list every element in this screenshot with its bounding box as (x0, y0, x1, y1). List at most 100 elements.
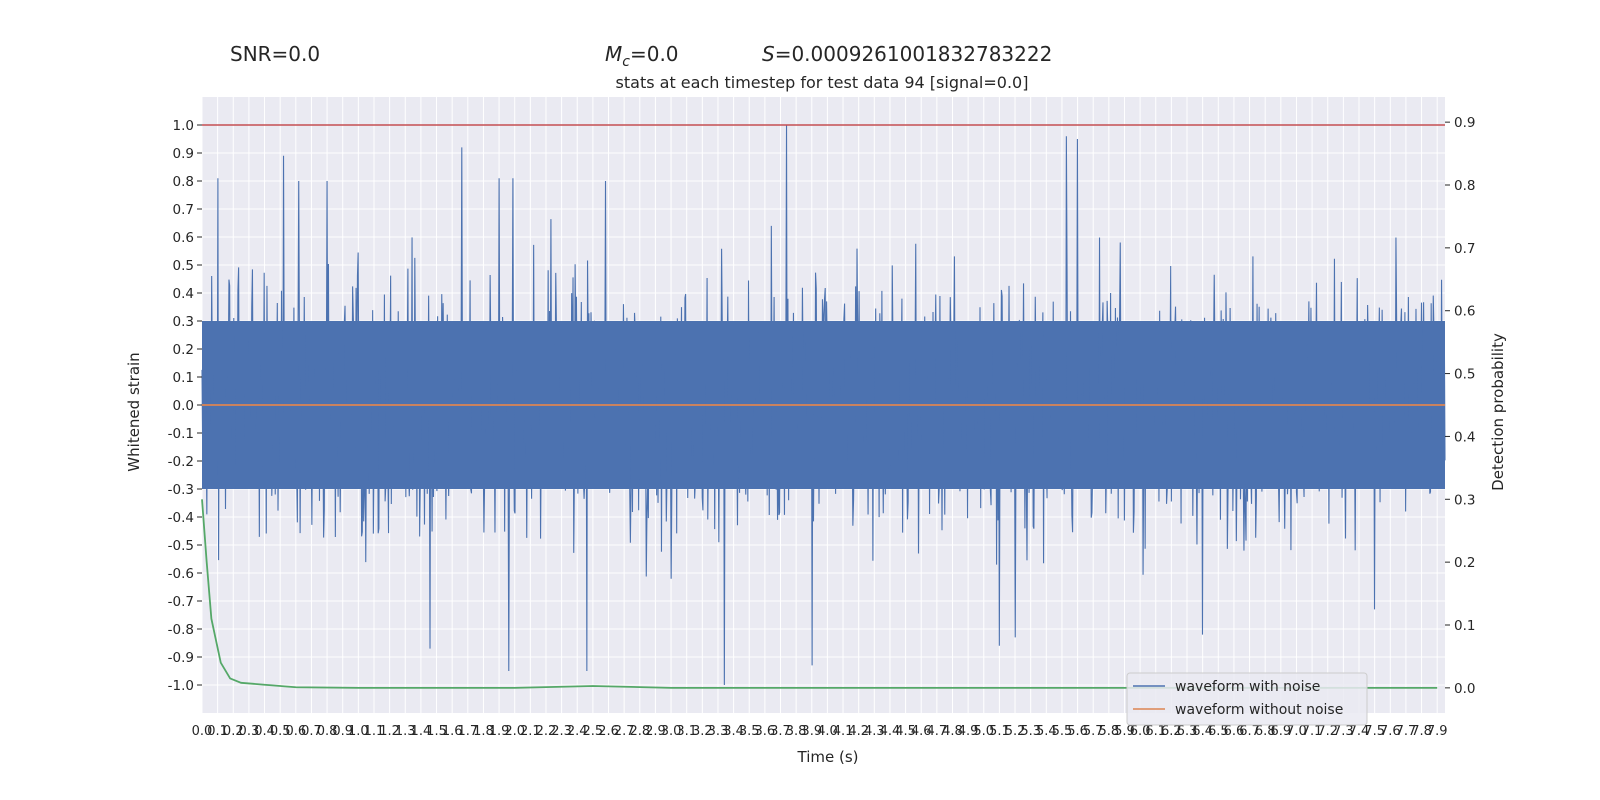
x-tick-label: 0.4 (254, 724, 275, 739)
x-tick-label: 3.1 (676, 724, 697, 739)
x-tick-label: 5.4 (1036, 724, 1057, 739)
x-tick-label: 4.6 (911, 724, 932, 739)
x-tick-label: 0.7 (301, 724, 322, 739)
x-tick-label: 7.6 (1380, 724, 1401, 739)
right-y-tick-label: 0.9 (1454, 115, 1475, 131)
legend-box (1126, 672, 1368, 726)
x-tick-label: 0.1 (207, 724, 228, 739)
x-tick-label: 6.9 (1270, 724, 1291, 739)
x-tick-label: 2.3 (551, 724, 572, 739)
left-y-tick-label: -1.0 (168, 678, 194, 694)
x-tick-label: 7.3 (1333, 724, 1354, 739)
x-tick-label: 4.2 (848, 724, 869, 739)
x-tick-label: 7.9 (1427, 724, 1448, 739)
s-label: S=0.0009261001832783222 (762, 42, 1052, 66)
x-tick-label: 2.6 (598, 724, 619, 739)
right-y-axis-label: Detection probability (1489, 333, 1507, 491)
left-y-tick-label: 0.7 (173, 202, 194, 218)
x-tick-label: 6.1 (1145, 724, 1166, 739)
left-y-tick-label: -0.4 (168, 510, 194, 526)
left-y-tick-label: -0.8 (168, 622, 194, 638)
series-overlays (201, 124, 1445, 689)
x-tick-label: 5.8 (1098, 724, 1119, 739)
left-y-tick-label: 0.6 (173, 230, 194, 246)
x-tick-label: 2.0 (504, 724, 525, 739)
x-tick-label: 7.1 (1302, 724, 1323, 739)
x-tick-label: 7.5 (1364, 724, 1385, 739)
x-tick-label: 7.7 (1396, 724, 1417, 739)
x-tick-label: 2.4 (567, 724, 588, 739)
x-tick-label: 7.0 (1286, 724, 1307, 739)
x-tick-label: 6.4 (1192, 724, 1213, 739)
x-tick-label: 6.5 (1208, 724, 1229, 739)
left-y-tick-label: -0.9 (168, 650, 194, 666)
x-tick-label: 5.1 (989, 724, 1010, 739)
x-tick-label: 4.1 (833, 724, 854, 739)
x-tick-label: 5.3 (1020, 724, 1041, 739)
x-tick-label: 3.9 (801, 724, 822, 739)
x-tick-label: 7.8 (1411, 724, 1432, 739)
left-y-tick-label: -0.2 (168, 454, 194, 470)
x-tick-label: 0.6 (285, 724, 306, 739)
chart-title: stats at each timestep for test data 94 … (616, 73, 1029, 92)
x-tick-label: 6.0 (1130, 724, 1151, 739)
noise-trace (201, 124, 1446, 686)
x-tick-label: 6.6 (1224, 724, 1245, 739)
x-tick-label: 4.8 (942, 724, 963, 739)
x-tick-label: 0.2 (223, 724, 244, 739)
right-y-tick-label: 0.1 (1454, 618, 1475, 634)
left-y-tick-label: -0.7 (168, 594, 194, 610)
x-tick-label: 6.3 (1177, 724, 1198, 739)
x-tick-label: 4.5 (895, 724, 916, 739)
x-tick-label: 4.7 (927, 724, 948, 739)
x-tick-label: 3.7 (770, 724, 791, 739)
x-tick-label: 7.2 (1317, 724, 1338, 739)
x-tick-label: 2.7 (614, 724, 635, 739)
x-axis-label: Time (s) (797, 748, 859, 766)
x-tick-label: 3.2 (692, 724, 713, 739)
x-tick-label: 3.6 (755, 724, 776, 739)
x-tick-label: 3.5 (739, 724, 760, 739)
left-y-tick-label: 0.4 (173, 286, 194, 302)
x-tick-label: 0.0 (192, 724, 213, 739)
x-tick-label: 1.4 (411, 724, 432, 739)
x-tick-label: 2.9 (645, 724, 666, 739)
legend: waveform with noise waveform without noi… (1126, 672, 1368, 726)
x-tick-label: 6.8 (1255, 724, 1276, 739)
x-tick-label: 1.1 (364, 724, 385, 739)
x-tick-label: 7.4 (1349, 724, 1370, 739)
mc-label: Mc=0.0 (605, 42, 679, 70)
x-tick-label: 5.0 (973, 724, 994, 739)
legend-entry-noise: waveform with noise (1175, 679, 1320, 695)
x-tick-label: 1.0 (348, 724, 369, 739)
x-tick-label: 1.8 (473, 724, 494, 739)
x-tick-label: 1.2 (379, 724, 400, 739)
left-y-tick-label: -0.3 (168, 482, 194, 498)
left-y-tick-label: -0.5 (168, 538, 194, 554)
left-y-axis: 1.0 0.9 0.8 0.7 0.6 0.5 0.4 0.3 0.2 0.1 0.0 -0.1 -0.… (168, 118, 202, 694)
right-y-tick-label: 0.2 (1454, 555, 1475, 571)
left-y-tick-label: 0.8 (173, 174, 194, 190)
x-tick-label: 6.2 (1161, 724, 1182, 739)
x-tick-label: 4.4 (880, 724, 901, 739)
x-tick-label: 3.8 (786, 724, 807, 739)
x-tick-label: 1.7 (457, 724, 478, 739)
x-tick-label: 3.0 (661, 724, 682, 739)
x-tick-label: 5.6 (1067, 724, 1088, 739)
left-y-tick-label: 1.0 (173, 118, 194, 134)
right-y-tick-label: 0.7 (1454, 241, 1475, 257)
x-tick-label: 0.3 (239, 724, 260, 739)
left-y-tick-label: 0.2 (173, 342, 194, 358)
x-tick-label: 4.9 (958, 724, 979, 739)
left-y-tick-label: 0.3 (173, 314, 194, 330)
detection-probability-line (201, 499, 1438, 689)
x-tick-label: 0.8 (317, 724, 338, 739)
x-tick-label: 3.4 (723, 724, 744, 739)
left-y-tick-label: 0.1 (173, 370, 194, 386)
x-tick-label: 2.8 (629, 724, 650, 739)
left-y-tick-label: 0.9 (173, 146, 194, 162)
x-tick-label: 4.3 (864, 724, 885, 739)
x-tick-label: 2.1 (520, 724, 541, 739)
x-tick-label: 0.9 (332, 724, 353, 739)
